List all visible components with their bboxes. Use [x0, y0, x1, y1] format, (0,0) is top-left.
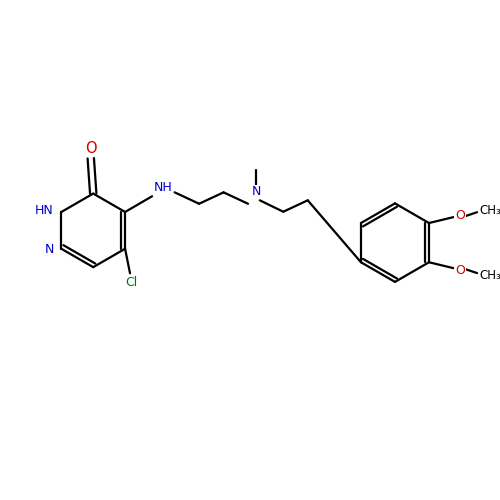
- Text: HN: HN: [35, 204, 54, 216]
- Text: N: N: [252, 186, 261, 198]
- Text: NH: NH: [154, 181, 172, 194]
- Text: N: N: [44, 244, 54, 256]
- Text: Cl: Cl: [126, 276, 138, 289]
- Text: CH₃: CH₃: [480, 204, 500, 217]
- Text: O: O: [455, 208, 465, 222]
- Text: CH₃: CH₃: [480, 268, 500, 281]
- Text: O: O: [85, 142, 96, 156]
- Text: O: O: [455, 264, 465, 276]
